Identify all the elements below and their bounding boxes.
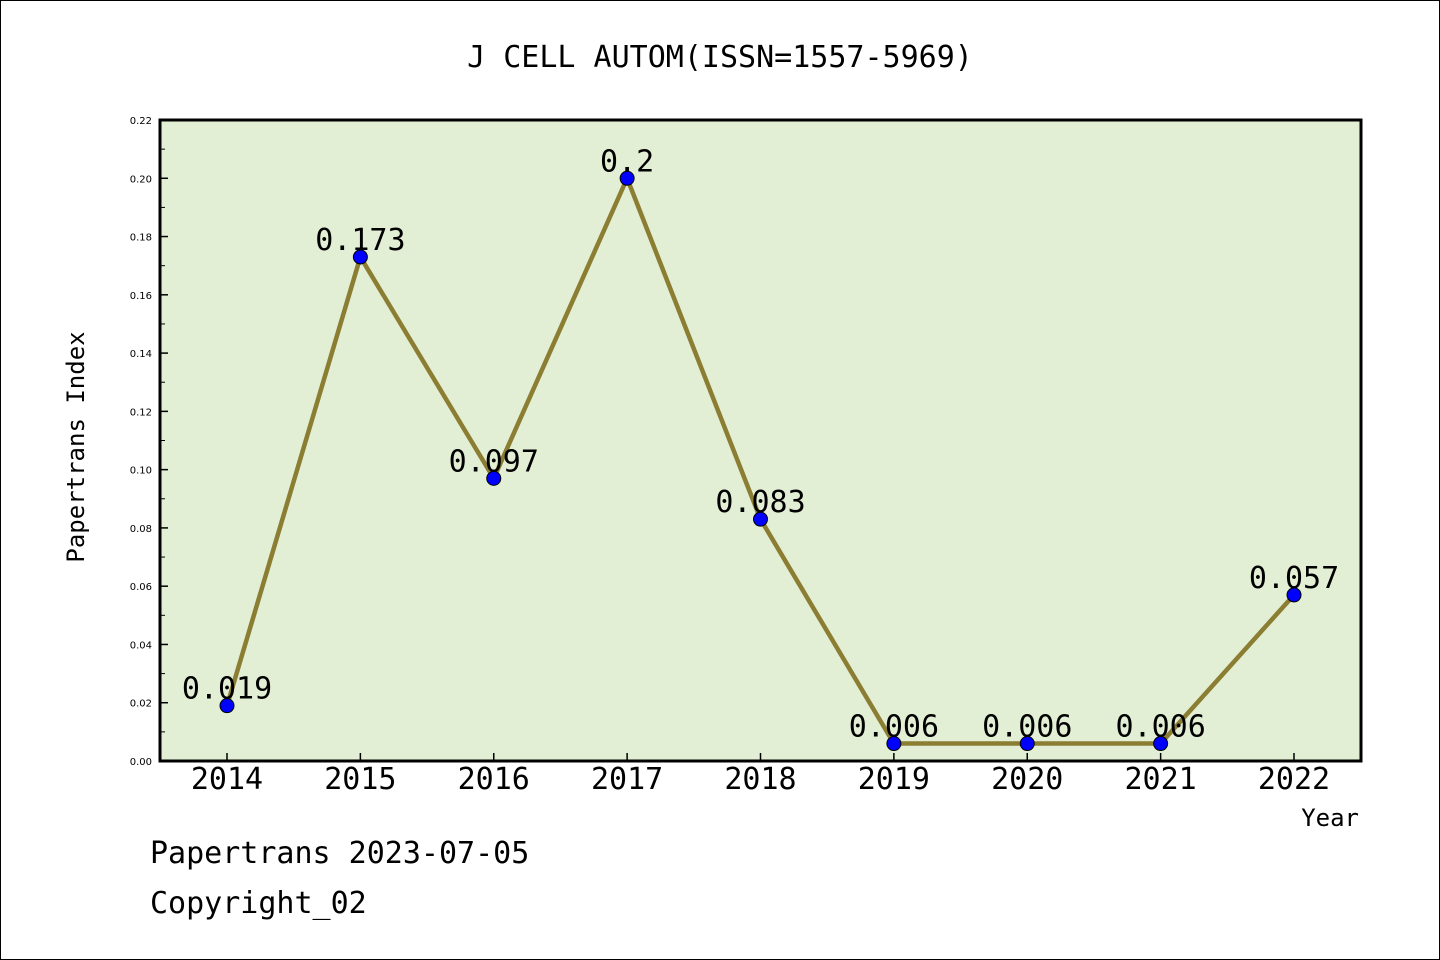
data-label: 0.006 <box>849 710 939 745</box>
x-tick-label: 2020 <box>991 762 1063 797</box>
data-points <box>219 170 1302 752</box>
y-tick-label: 0.16 <box>130 291 152 302</box>
x-tick-label: 2017 <box>591 762 663 797</box>
y-tick-label: 0.02 <box>130 699 152 710</box>
data-label: 0.057 <box>1249 561 1339 596</box>
data-label: 0.006 <box>1115 710 1205 745</box>
data-label: 0.083 <box>715 485 805 520</box>
y-tick-label: 0.04 <box>130 640 152 651</box>
data-labels: 0.019 0.173 0.097 0.2 0.083 0.006 0.006 0.006 0.… <box>182 144 1339 744</box>
data-point <box>486 470 502 486</box>
data-point <box>352 249 368 265</box>
data-point <box>1286 587 1302 603</box>
data-point <box>219 698 235 714</box>
footer-date: Papertrans 2023-07-05 <box>150 836 530 871</box>
x-tick-label: 2022 <box>1258 762 1330 797</box>
x-tick-label: 2016 <box>458 762 530 797</box>
chart-title: J CELL AUTOM(ISSN=1557-5969) <box>467 40 973 75</box>
data-label: 0.097 <box>449 444 539 479</box>
y-tick-label: 0.22 <box>130 116 152 127</box>
data-point <box>619 170 635 186</box>
data-point <box>753 511 768 527</box>
y-tick-label: 0.14 <box>130 349 152 360</box>
y-tick-label: 0.00 <box>130 757 152 768</box>
plot-area <box>160 120 1361 761</box>
y-axis: 0.00 0.02 0.04 0.06 0.08 0.10 0.12 0.14 0.16 0.18… <box>130 116 168 768</box>
x-tick-label: 2019 <box>858 762 930 797</box>
plot-border <box>158 118 1363 763</box>
x-axis-label: Year <box>1301 804 1359 832</box>
y-tick-label: 0.18 <box>130 233 152 244</box>
data-label: 0.019 <box>182 672 272 707</box>
y-tick-label: 0.20 <box>130 174 152 185</box>
x-tick-label: 2021 <box>1125 762 1197 797</box>
y-tick-label: 0.10 <box>130 466 152 477</box>
data-point <box>1019 736 1035 752</box>
y-tick-label: 0.06 <box>130 582 152 593</box>
x-tick-label: 2015 <box>324 762 396 797</box>
x-tick-label: 2018 <box>724 762 796 797</box>
y-axis-label: Papertrans Index <box>62 331 90 562</box>
x-axis: 2014 2015 2016 2017 2018 2019 2020 2021 2022 <box>191 753 1330 797</box>
data-label: 0.173 <box>315 223 405 258</box>
x-tick-label: 2014 <box>191 762 263 797</box>
data-point <box>886 736 902 752</box>
y-tick-label: 0.12 <box>130 407 152 418</box>
data-point <box>1153 736 1169 752</box>
data-label: 0.006 <box>982 710 1072 745</box>
footer-copyright: Copyright_02 <box>150 886 367 921</box>
data-label: 0.2 <box>600 144 654 179</box>
y-tick-label: 0.08 <box>130 524 152 535</box>
